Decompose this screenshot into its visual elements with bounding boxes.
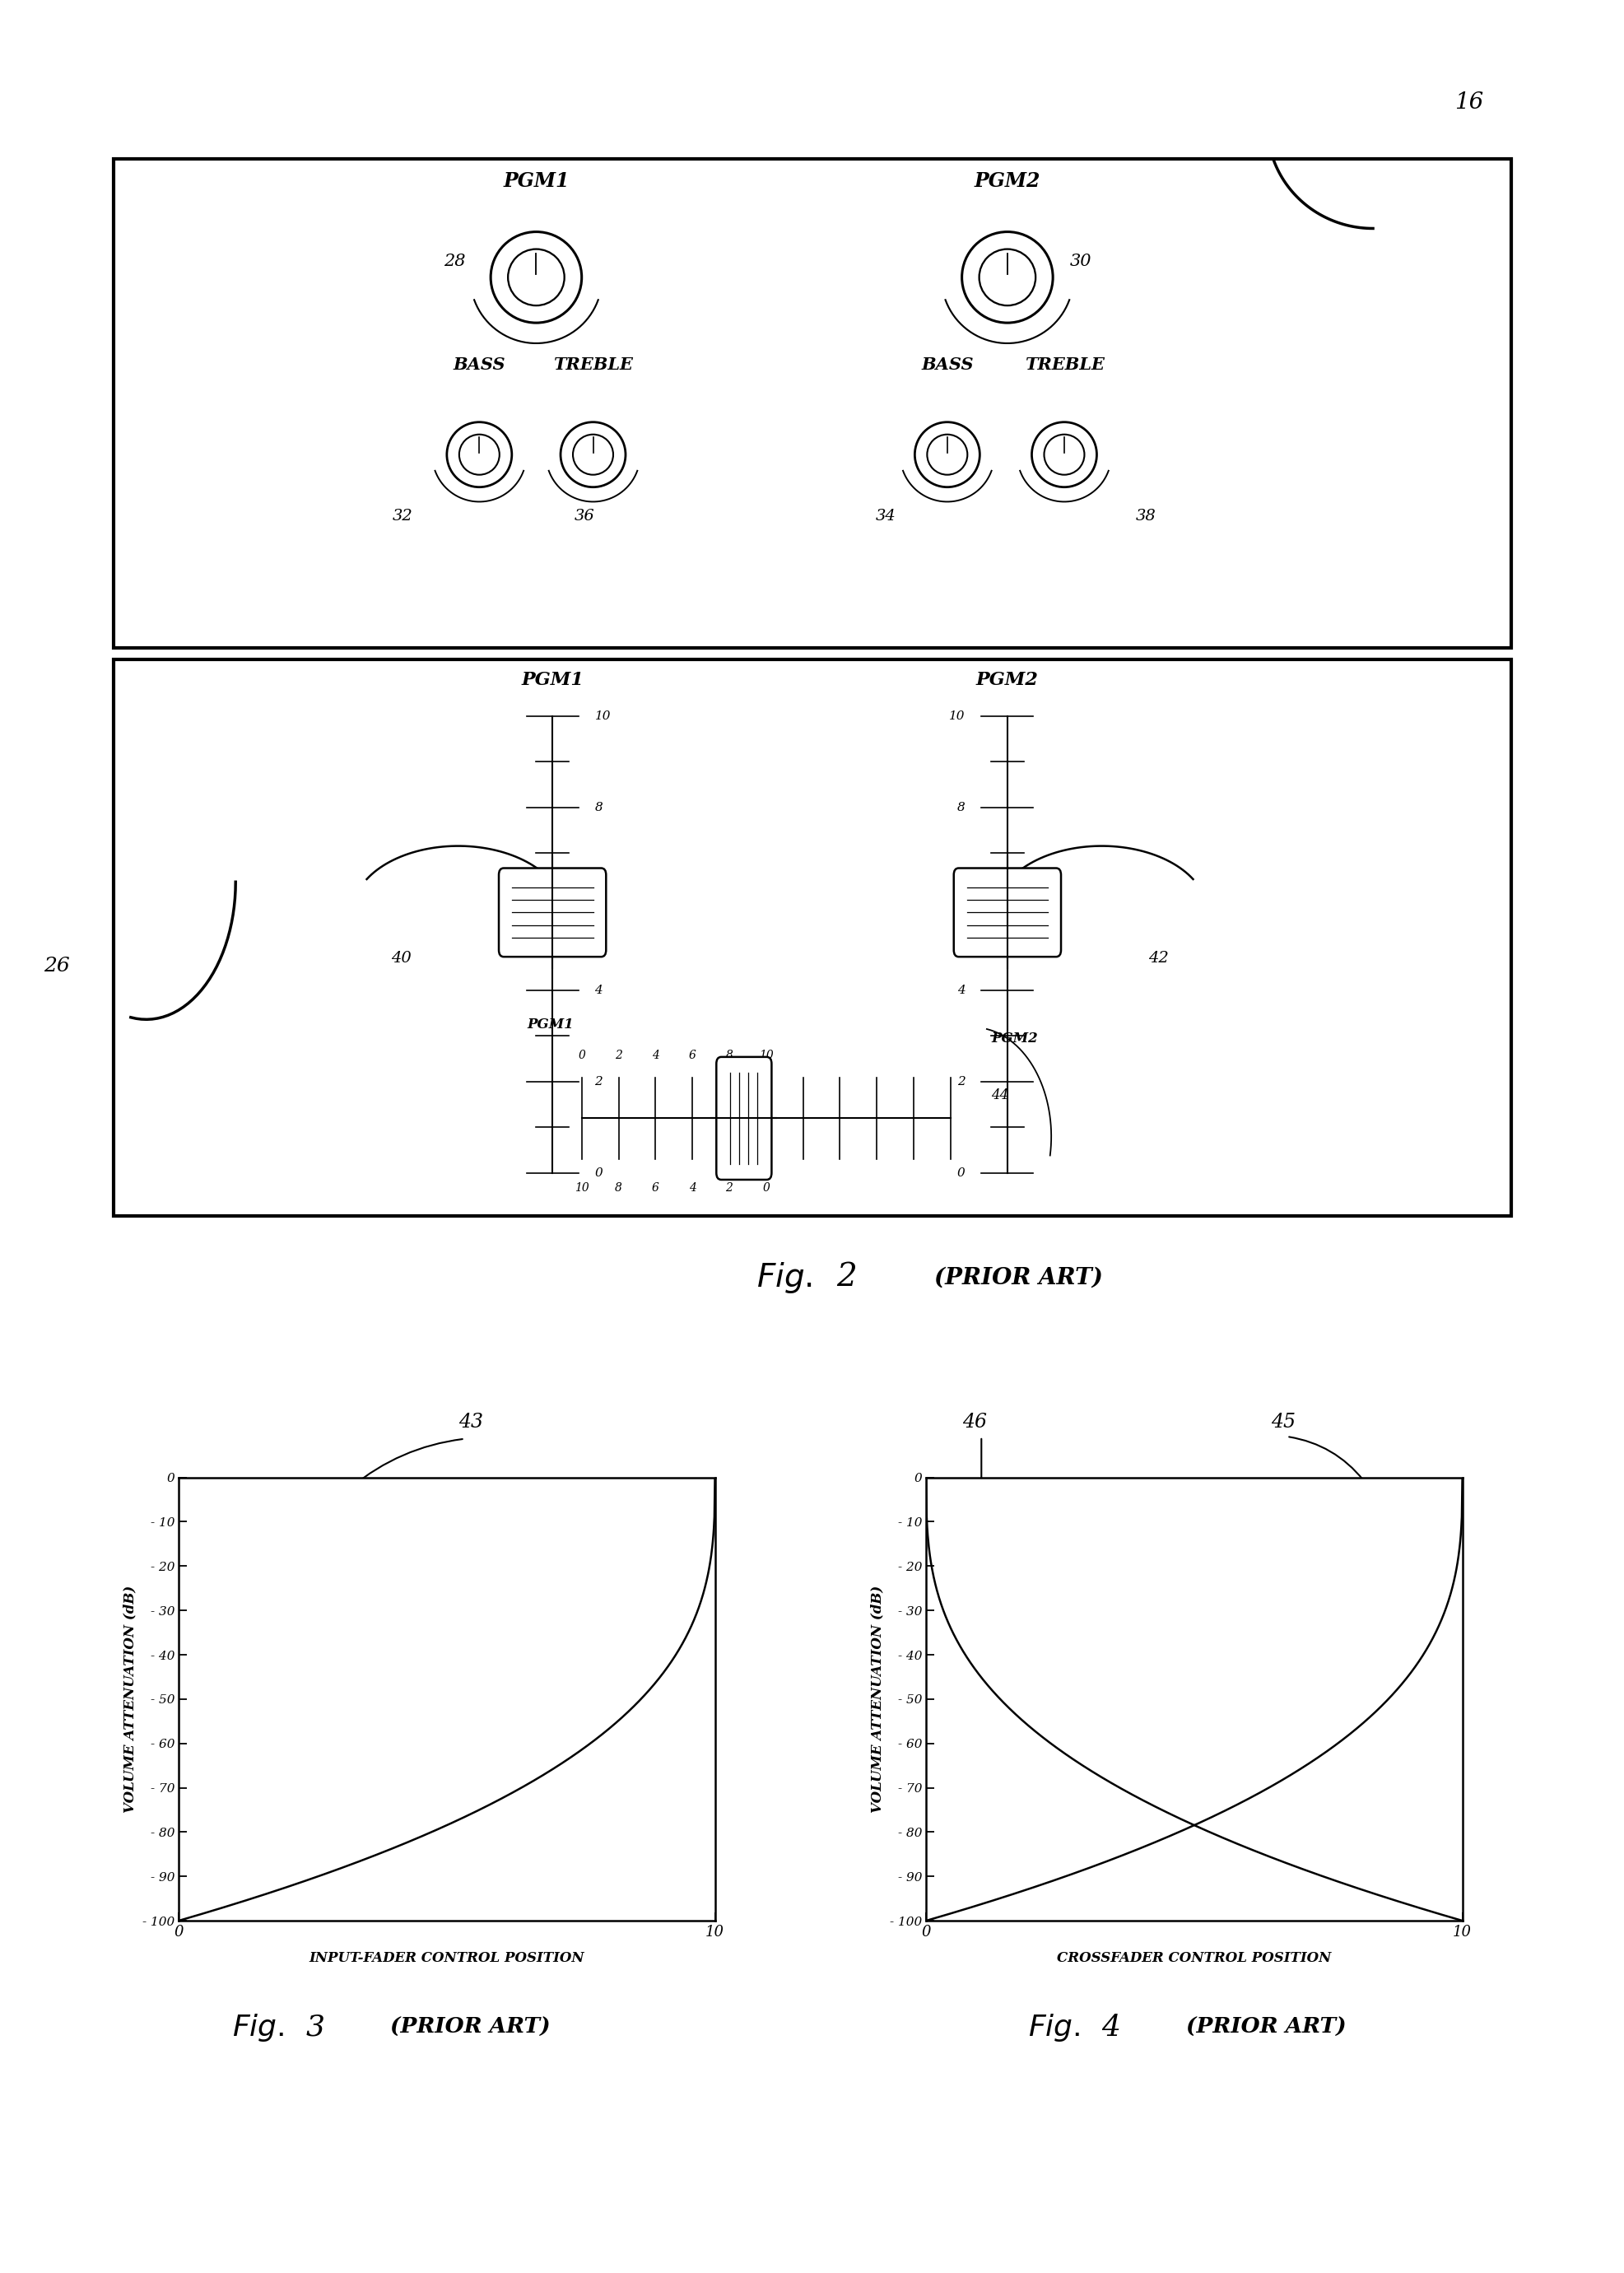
Text: 42: 42 — [1148, 950, 1168, 966]
Text: PGM2: PGM2 — [974, 170, 1039, 191]
Text: 0: 0 — [594, 1166, 603, 1180]
Bar — [114, 659, 1510, 1216]
X-axis label: CROSSFADER CONTROL POSITION: CROSSFADER CONTROL POSITION — [1057, 1950, 1330, 1964]
Text: 32: 32 — [393, 509, 412, 523]
Text: TREBLE: TREBLE — [1023, 357, 1104, 373]
FancyBboxPatch shape — [953, 868, 1060, 957]
Ellipse shape — [927, 434, 966, 475]
Text: PGM1: PGM1 — [526, 1018, 573, 1032]
Text: 0: 0 — [957, 1166, 965, 1180]
Text: 26: 26 — [44, 957, 70, 975]
Text: 8: 8 — [594, 802, 603, 814]
Text: 28: 28 — [443, 255, 466, 268]
Text: PGM1: PGM1 — [503, 170, 568, 191]
Text: 8: 8 — [614, 1182, 622, 1193]
Text: 30: 30 — [1069, 255, 1091, 268]
Text: 40: 40 — [391, 950, 411, 966]
Text: 6: 6 — [689, 1050, 695, 1061]
Text: 4: 4 — [689, 1182, 695, 1193]
Text: 44: 44 — [991, 1089, 1009, 1102]
Text: BASS: BASS — [453, 357, 505, 373]
Text: 10: 10 — [948, 709, 965, 723]
Text: 2: 2 — [594, 1075, 603, 1086]
Text: 2: 2 — [836, 1262, 857, 1293]
Text: PGM2: PGM2 — [991, 1032, 1038, 1046]
Text: 10: 10 — [758, 1050, 773, 1061]
Y-axis label: VOLUME ATTENUATION (dB): VOLUME ATTENUATION (dB) — [870, 1584, 883, 1814]
Ellipse shape — [979, 250, 1034, 305]
Text: 0: 0 — [578, 1050, 585, 1061]
Text: 2: 2 — [957, 1075, 965, 1086]
Text: 46: 46 — [961, 1414, 987, 1432]
Text: 4: 4 — [957, 984, 965, 996]
Text: 8: 8 — [957, 802, 965, 814]
Text: PGM2: PGM2 — [976, 671, 1038, 689]
Text: $\it{Fig.}$: $\it{Fig.}$ — [1028, 2012, 1080, 2043]
FancyBboxPatch shape — [499, 868, 606, 957]
Text: 45: 45 — [1270, 1414, 1296, 1432]
Y-axis label: VOLUME ATTENUATION (dB): VOLUME ATTENUATION (dB) — [123, 1584, 136, 1814]
Text: 34: 34 — [875, 509, 895, 523]
Text: 6: 6 — [957, 893, 965, 905]
Text: PGM1: PGM1 — [521, 671, 583, 689]
Text: 3: 3 — [305, 2014, 325, 2041]
Text: 16: 16 — [1453, 91, 1483, 114]
Text: (PRIOR ART): (PRIOR ART) — [1186, 2016, 1346, 2039]
Text: 6: 6 — [594, 893, 603, 905]
Text: 4: 4 — [1101, 2014, 1121, 2041]
Text: 8: 8 — [726, 1050, 732, 1061]
FancyBboxPatch shape — [716, 1057, 771, 1180]
Text: 2: 2 — [726, 1182, 732, 1193]
Text: (PRIOR ART): (PRIOR ART) — [390, 2016, 551, 2039]
Text: 38: 38 — [1135, 509, 1155, 523]
Text: 0: 0 — [762, 1182, 770, 1193]
Ellipse shape — [460, 434, 499, 475]
Ellipse shape — [1044, 434, 1083, 475]
Text: 4: 4 — [651, 1050, 659, 1061]
Text: 43: 43 — [458, 1414, 484, 1432]
Bar — [114, 159, 1510, 648]
X-axis label: INPUT-FADER CONTROL POSITION: INPUT-FADER CONTROL POSITION — [309, 1950, 585, 1964]
Text: $\it{Fig.}$: $\it{Fig.}$ — [757, 1259, 812, 1296]
Text: 10: 10 — [575, 1182, 588, 1193]
Text: 2: 2 — [614, 1050, 622, 1061]
Text: 10: 10 — [594, 709, 611, 723]
Text: BASS: BASS — [921, 357, 973, 373]
Text: 36: 36 — [575, 509, 594, 523]
Text: 4: 4 — [594, 984, 603, 996]
Ellipse shape — [573, 434, 612, 475]
Ellipse shape — [508, 250, 564, 305]
Text: (PRIOR ART): (PRIOR ART) — [934, 1266, 1103, 1289]
Text: 6: 6 — [651, 1182, 659, 1193]
Text: TREBLE: TREBLE — [552, 357, 633, 373]
Text: $\it{Fig.}$: $\it{Fig.}$ — [232, 2012, 284, 2043]
